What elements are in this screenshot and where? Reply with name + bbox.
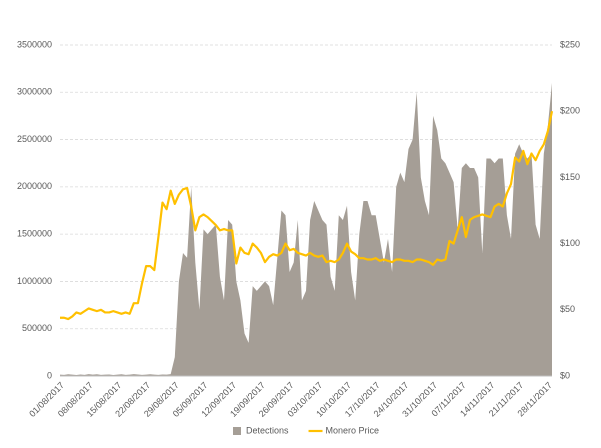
y-tick-label: 0	[47, 370, 52, 380]
legend-label: Detections	[246, 425, 289, 435]
legend-swatch	[233, 427, 241, 435]
y-tick-label: 2000000	[17, 181, 52, 191]
legend-label: Monero Price	[326, 425, 380, 435]
y2-tick-label: $250	[560, 39, 580, 49]
y-tick-label: 500000	[22, 323, 52, 333]
area	[60, 82, 552, 376]
y2-tick-label: $200	[560, 106, 580, 116]
y-tick-label: 2500000	[17, 134, 52, 144]
y2-tick-label: $150	[560, 172, 580, 182]
y-tick-label: 3500000	[17, 39, 52, 49]
y-tick-label: 1500000	[17, 229, 52, 239]
y2-tick-label: $50	[560, 304, 575, 314]
line	[60, 110, 554, 321]
y-tick-label: 3000000	[17, 87, 52, 97]
y-tick-label: 1000000	[17, 276, 52, 286]
y2-tick-label: $100	[560, 238, 580, 248]
y2-tick-label: $0	[560, 370, 570, 380]
